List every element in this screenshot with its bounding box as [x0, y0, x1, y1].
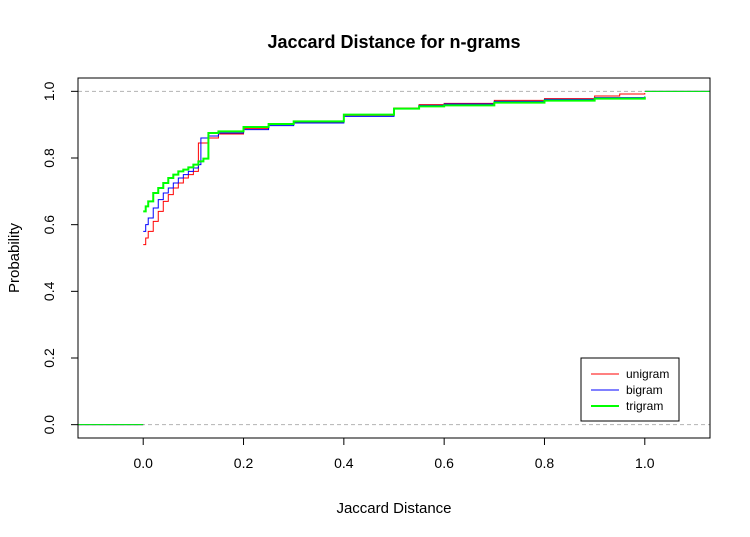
x-tick-label: 0.2 [234, 455, 254, 471]
series-line-trigram [143, 97, 646, 213]
y-tick-label: 0.0 [41, 415, 57, 435]
legend-label-trigram: trigram [626, 399, 663, 413]
y-tick-label: 0.4 [41, 281, 57, 301]
chart-title: Jaccard Distance for n-grams [267, 32, 520, 52]
legend-label-unigram: unigram [626, 367, 669, 381]
x-tick-label: 0.6 [434, 455, 454, 471]
plot-frame [77, 77, 711, 439]
y-tick-label: 0.6 [41, 215, 57, 235]
x-tick-label: 0.8 [535, 455, 555, 471]
x-tick-label: 1.0 [635, 455, 655, 471]
x-axis-label: Jaccard Distance [336, 500, 451, 517]
plot-area [78, 90, 710, 426]
y-tick-label: 0.8 [41, 148, 57, 168]
series-line-bigram [143, 96, 646, 232]
x-tick-label: 0.4 [334, 455, 354, 471]
legend: unigram bigram trigram [580, 357, 680, 422]
y-tick-label: 1.0 [41, 81, 57, 101]
y-tick-label: 0.2 [41, 348, 57, 368]
x-tick-label: 0.0 [133, 455, 153, 471]
legend-label-bigram: bigram [626, 383, 663, 397]
y-axis-label: Probability [6, 222, 23, 293]
axes: 0.0 0.2 0.4 0.6 0.8 1.0 0.0 0.2 0.4 0.6 0.8 1.0 [41, 77, 711, 471]
